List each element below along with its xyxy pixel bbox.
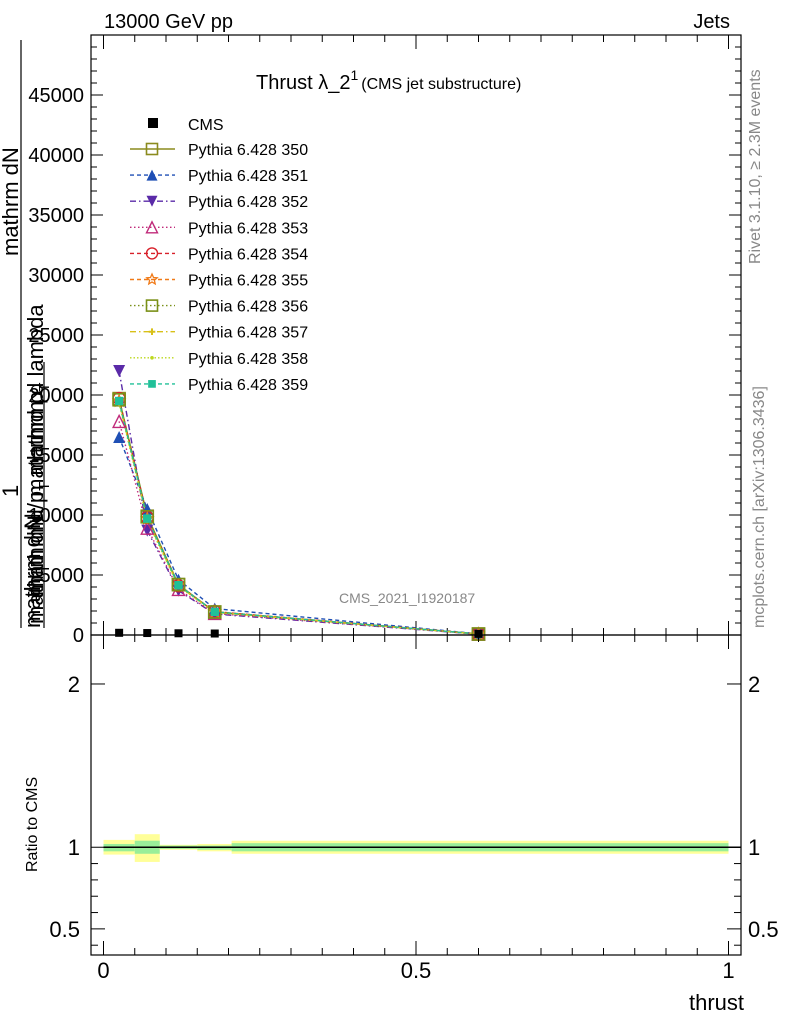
- svg-text:Thrust λ_21(CMS jet substructu: Thrust λ_21(CMS jet substructure): [256, 67, 521, 94]
- ratio-ylabel: Ratio to CMS: [24, 777, 41, 872]
- ratio-ytick-label-left: 0.5: [49, 917, 80, 942]
- legend-label-cms: CMS: [188, 117, 224, 134]
- legend-item-cms: CMS: [148, 117, 224, 134]
- main-ytick-label: 30000: [28, 265, 84, 287]
- legend-item: Pythia 6.428 355: [130, 272, 308, 290]
- legend-item: Pythia 6.428 350: [130, 142, 308, 159]
- ylabel-den-b: mathrm d N: [20, 513, 45, 628]
- legend-item: Pythia 6.428 358: [130, 351, 308, 368]
- legend-marker: [148, 380, 156, 388]
- mcplots-label: mcplots.cern.ch [arXiv:1306.3436]: [751, 386, 768, 628]
- series-marker: [143, 514, 152, 523]
- watermark: CMS_2021_I1920187: [339, 590, 475, 606]
- legend-item: Pythia 6.428 351: [130, 168, 308, 185]
- legend-label: Pythia 6.428 353: [188, 220, 308, 237]
- ratio-ytick-label-right: 1: [748, 835, 760, 860]
- ratio-axis-ticks: 0.5 0.5 1 1 2 2: [49, 635, 779, 955]
- legend-marker: [145, 220, 159, 234]
- cms-point: [143, 629, 152, 638]
- series-marker: [207, 605, 222, 619]
- legend-marker: [145, 142, 159, 156]
- legend-label: Pythia 6.428 350: [188, 142, 308, 159]
- legend-item: Pythia 6.428 354: [130, 246, 308, 263]
- ratio-ytick-label-left: 1: [68, 835, 80, 860]
- series-marker: [140, 520, 155, 535]
- ratio-ytick-label-left: 2: [68, 672, 80, 697]
- cms-point: [474, 629, 483, 638]
- series-marker: [114, 396, 124, 406]
- x-tick-label: 1: [722, 958, 734, 983]
- legend-label: Pythia 6.428 356: [188, 299, 308, 316]
- main-ytick-label: 0: [73, 625, 84, 647]
- legend-item: Pythia 6.428 356: [130, 299, 308, 316]
- legend-item: Pythia 6.428 352: [130, 194, 308, 211]
- header-right: Jets: [693, 11, 730, 33]
- legend-marker: [145, 247, 159, 260]
- x-tick-label: 0.5: [401, 958, 432, 983]
- svg-text:mathrm dN / mathrmd pT: mathrm dN / mathrmd pT: [23, 383, 53, 624]
- legend: CMS Pythia 6.428 350 Pythia 6.428 351 Pythi…: [130, 117, 308, 394]
- x-axis-label: thrust: [689, 990, 744, 1015]
- main-ytick-label: 20000: [28, 385, 84, 407]
- legend-item: Pythia 6.428 359: [130, 377, 308, 394]
- cms-point: [115, 628, 124, 637]
- chart-title: Thrust λ_21(CMS jet substructure): [256, 67, 521, 94]
- main-axis-ticks: 0 5000 10000 15000 20000 25000 30000 35000 40000…: [28, 34, 741, 647]
- cms-point: [174, 629, 183, 638]
- ratio-bands: [103, 834, 729, 862]
- main-ytick-label: 45000: [28, 85, 84, 107]
- title-main: Thrust λ_2: [256, 72, 350, 94]
- legend-label: Pythia 6.428 357: [188, 325, 308, 342]
- title-sub: (CMS jet substructure): [361, 76, 521, 93]
- ratio-ytick-label-right: 2: [748, 672, 760, 697]
- main-ytick-label: 10000: [28, 505, 84, 527]
- ylabel-one: 1: [0, 485, 23, 497]
- legend-marker: [145, 272, 159, 286]
- series-line: [118, 400, 479, 635]
- legend-item: Pythia 6.428 357: [130, 325, 308, 342]
- main-ytick-label: 15000: [28, 445, 84, 467]
- legend-marker: [150, 356, 154, 360]
- legend-marker: [145, 299, 159, 312]
- legend-swatch-cms: [148, 118, 158, 128]
- x-tick-labels: 0 0.5 1: [97, 958, 734, 983]
- ylabel-den-a-sub: T: [36, 383, 53, 392]
- legend-label: Pythia 6.428 355: [188, 273, 308, 290]
- legend-label: Pythia 6.428 358: [188, 351, 308, 368]
- header-left: 13000 GeV pp: [104, 11, 233, 33]
- main-ytick-label: 35000: [28, 205, 84, 227]
- main-ytick-label: 25000: [28, 325, 84, 347]
- series-marker: [113, 365, 126, 377]
- ylabel-den-a: mathrm dN / mathrmd p: [23, 392, 48, 624]
- legend-label: Pythia 6.428 354: [188, 246, 308, 263]
- legend-label: Pythia 6.428 351: [188, 168, 308, 185]
- legend-label: Pythia 6.428 352: [188, 194, 308, 211]
- series-marker: [174, 581, 183, 590]
- ylabel-num-a: mathrm dN: [0, 147, 23, 256]
- main-ytick-label: 40000: [28, 145, 84, 167]
- series-marker: [113, 431, 126, 443]
- cms-points: [115, 628, 483, 638]
- legend-label: Pythia 6.428 359: [188, 377, 308, 394]
- main-ylabel: 1 mathrm dN mathrmd pT mathrm d lambda m…: [0, 40, 53, 628]
- series-marker: [111, 413, 127, 429]
- x-tick-label: 0: [97, 958, 109, 983]
- title-sup: 1: [350, 67, 358, 83]
- legend-item: Pythia 6.428 353: [130, 220, 308, 237]
- series-marker: [210, 607, 219, 617]
- rivet-label: Rivet 3.1.10, ≥ 2.3M events: [747, 69, 764, 264]
- main-ytick-label: 5000: [40, 565, 85, 587]
- legend-marker: [146, 169, 158, 181]
- legend-marker: [146, 195, 158, 207]
- ratio-ytick-label-right: 0.5: [748, 917, 779, 942]
- series-marker: [171, 577, 186, 592]
- cms-point: [210, 629, 219, 638]
- legend-marker: [148, 328, 156, 335]
- ratio-plot-frame: [90, 634, 742, 956]
